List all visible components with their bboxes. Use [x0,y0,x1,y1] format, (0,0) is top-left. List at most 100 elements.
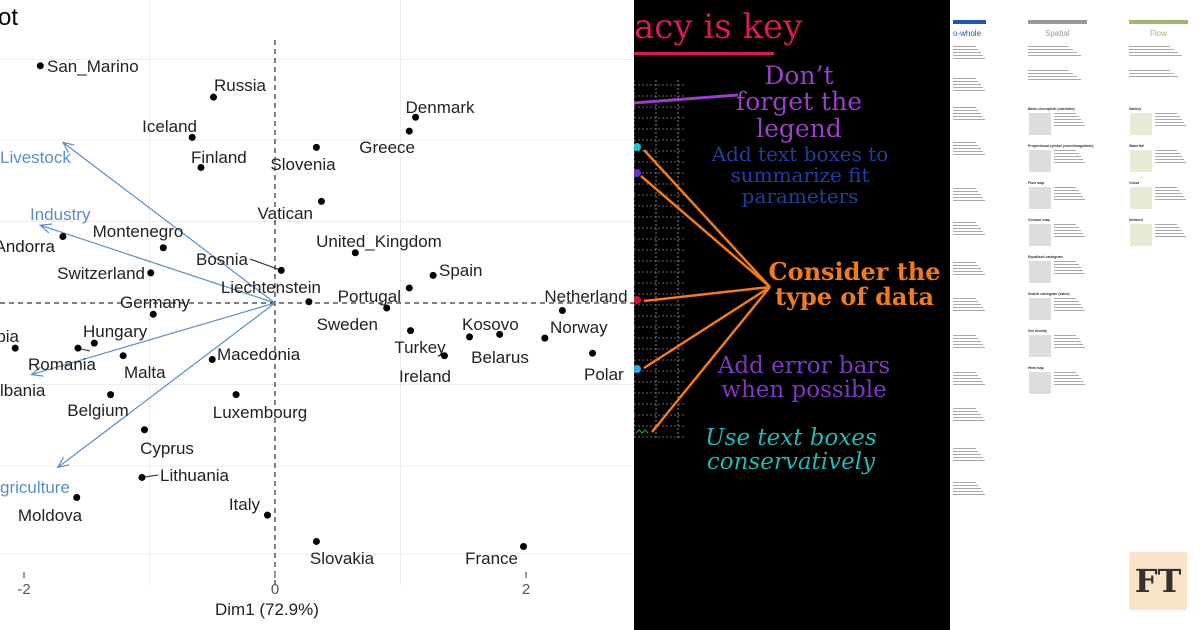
type-arrow [643,285,771,370]
point [589,349,597,357]
column-heading-flow: Flow [1150,29,1167,38]
column-bar-part-to-whole [953,20,986,24]
point-label: Denmark [406,98,475,117]
point-label: Portugal [338,287,401,306]
loading-vector [58,302,276,467]
flow-thumbnail [1130,113,1152,135]
tips-slide: acy is key Don’t forget the legend Add t… [634,0,950,630]
marker-sample [635,429,649,434]
poster-text-block [1054,187,1086,202]
point-label: Slovenia [270,155,336,174]
marker-sample [634,365,641,373]
poster-text-block [1054,224,1086,239]
poster-text-block [953,298,986,313]
poster-text-block [1129,46,1187,58]
point-label: lbania [0,381,46,400]
poster-text-block [1054,261,1086,276]
note-error-bars: Add error bars when possible [717,353,891,404]
x-tick-label: -2 [17,581,30,598]
loading-vector [32,302,276,375]
map-thumbnail [1029,150,1051,172]
title-underline [634,52,774,55]
marker-sample [634,143,641,151]
spatial-section-title: Dot density [1028,329,1048,333]
poster-text-block [953,335,986,350]
flow-thumbnail [1130,187,1152,209]
point-label: Switzerland [57,264,145,283]
point-label: Romania [28,355,97,374]
point [277,266,285,274]
point-label: Italy [229,495,261,514]
poster-text-block [1028,70,1086,82]
column-bar-spatial [1028,20,1087,24]
point [405,284,413,292]
map-thumbnail [1029,298,1051,320]
point-label: Vatican [258,204,313,223]
map-thumbnail [1029,187,1051,209]
flow-thumbnail [1130,224,1152,246]
map-thumbnail [1029,224,1051,246]
label-leader [249,258,282,271]
point-label: Greece [359,138,415,157]
note-text-boxes: Add text boxes to summarize fit paramete… [711,142,889,208]
point-label: Finland [191,148,247,167]
spatial-section-title: Equalised cartogram [1028,255,1063,259]
point [351,249,359,257]
point-label: Polar [584,365,624,384]
point-label: Moldova [18,506,83,525]
column-heading-spatial: Spatial [1045,29,1070,38]
point-label: Slovakia [310,549,375,568]
vector-label: griculture [0,478,70,497]
poster-text-block [1129,70,1187,79]
map-thumbnail [1029,335,1051,357]
point [197,163,205,171]
note-type-of-data: Consider the type of data [768,257,941,312]
point-label: Andorra [0,237,56,256]
point [317,197,325,205]
point [541,334,549,342]
poster-text-block [953,142,986,157]
point-label: Luxembourg [213,403,308,422]
point [558,307,566,315]
point-label: Norway [550,318,608,337]
x-tick-label: 2 [522,581,530,598]
biplot-svg: -2 0 2 Livestock Industry griculture San_Marin… [0,0,634,598]
pca-biplot: ot -2 0 2 Livestock Industry griculture San_Ma… [0,0,634,619]
point-label: Germany [120,293,190,312]
spatial-section-title: Flow map [1028,181,1045,185]
point [11,344,19,352]
poster-text-block [1028,46,1086,58]
slide-graphics [634,80,771,440]
point-label: Malta [124,363,166,382]
poster-text-block [953,107,986,122]
point [107,391,115,399]
point-label: Hungary [83,322,148,341]
map-thumbnail [1029,372,1051,394]
vector-label: Industry [30,205,91,224]
poster-text-block [1155,113,1187,128]
flow-thumbnail [1130,150,1152,172]
x-tick-label: 0 [271,581,279,598]
x-axis-label: Dim1 (72.9%) [215,600,319,619]
flow-section-title: Network [1129,218,1143,222]
flow-section-title: Waterfall [1129,144,1144,148]
map-thumbnail [1029,261,1051,283]
poster-text-block [1054,150,1086,165]
flow-section-title: Sankey [1129,107,1142,111]
note-conservative: Use text boxes conservatively [705,425,877,476]
point [74,344,82,352]
type-arrow [651,286,771,433]
point-label: Bosnia [196,250,249,269]
spatial-section-title: Basic choropleth (rate/ratio) [1028,107,1075,111]
point [263,511,271,519]
poster-text-block [1054,113,1086,128]
point [440,352,448,360]
point-label: San_Marino [47,57,139,76]
poster-text-block [953,372,986,387]
point-label: United_Kingdom [316,232,442,251]
poster-text-block [953,262,986,277]
point [312,143,320,151]
poster-text-block [1155,187,1187,202]
point [305,298,313,306]
point-label: Netherland [544,287,627,306]
